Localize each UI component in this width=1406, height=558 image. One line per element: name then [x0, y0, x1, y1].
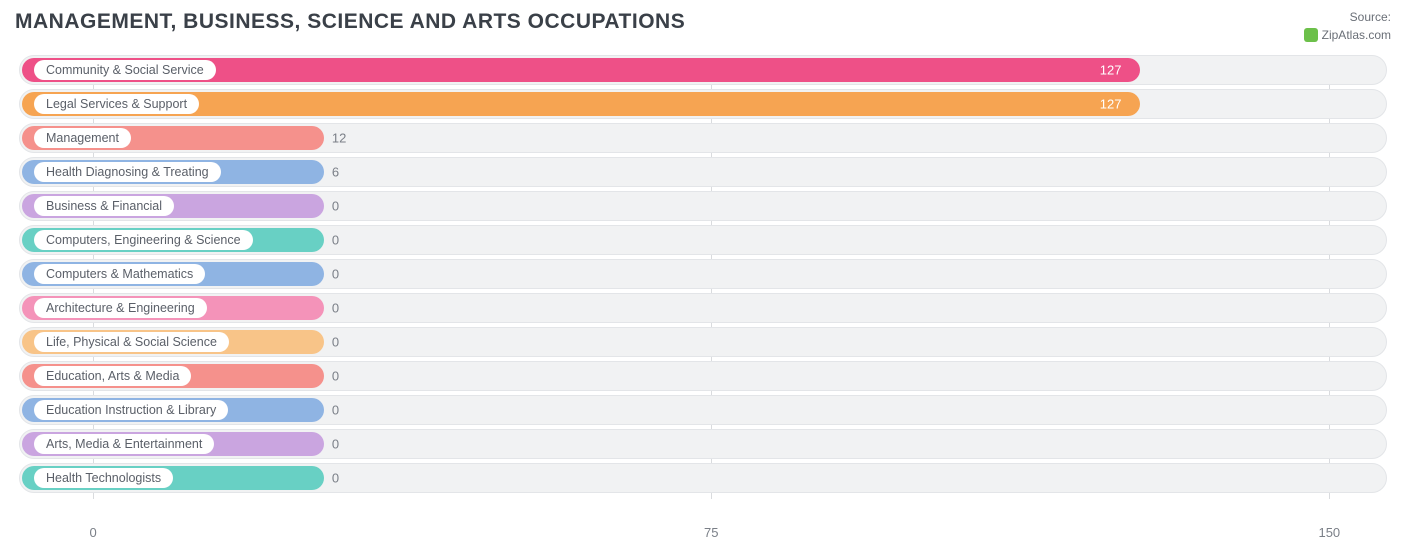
category-label: Community & Social Service	[34, 60, 216, 80]
category-label: Education, Arts & Media	[34, 366, 191, 386]
bar-row: Education, Arts & Media 0	[19, 361, 1387, 391]
bar-row: Health Diagnosing & Treating 6	[19, 157, 1387, 187]
category-label: Arts, Media & Entertainment	[34, 434, 214, 454]
category-label: Legal Services & Support	[34, 94, 199, 114]
chart-header: MANAGEMENT, BUSINESS, SCIENCE AND ARTS O…	[15, 10, 1391, 43]
x-tick-label: 0	[90, 525, 97, 540]
bar-row: Education Instruction & Library 0	[19, 395, 1387, 425]
value-label: 0	[332, 199, 339, 214]
source-name: ZipAtlas.com	[1322, 28, 1391, 44]
value-label: 0	[332, 233, 339, 248]
category-label: Business & Financial	[34, 196, 174, 216]
bar-row: Architecture & Engineering 0	[19, 293, 1387, 323]
plot-region: Community & Social Service127Legal Servi…	[19, 55, 1387, 523]
source-attribution: Source: ZipAtlas.com	[1304, 10, 1391, 43]
category-label: Life, Physical & Social Science	[34, 332, 229, 352]
x-tick-label: 150	[1318, 525, 1340, 540]
source-label: Source:	[1304, 10, 1391, 26]
value-label: 127	[1100, 63, 1122, 78]
category-label: Computers, Engineering & Science	[34, 230, 253, 250]
value-label: 0	[332, 301, 339, 316]
value-label: 0	[332, 471, 339, 486]
value-label: 6	[332, 165, 339, 180]
category-label: Health Diagnosing & Treating	[34, 162, 221, 182]
bar-row: Computers, Engineering & Science 0	[19, 225, 1387, 255]
chart-plot-area: Community & Social Service127Legal Servi…	[15, 55, 1391, 545]
bar-row: Business & Financial 0	[19, 191, 1387, 221]
value-label: 0	[332, 403, 339, 418]
bar-row: Management 12	[19, 123, 1387, 153]
bar-row: Life, Physical & Social Science 0	[19, 327, 1387, 357]
source-logo: ZipAtlas.com	[1304, 28, 1391, 44]
value-label: 127	[1100, 97, 1122, 112]
bar-row: Community & Social Service 127	[19, 55, 1387, 85]
chart-container: MANAGEMENT, BUSINESS, SCIENCE AND ARTS O…	[0, 0, 1406, 558]
value-label: 12	[332, 131, 346, 146]
zipatlas-icon	[1304, 28, 1318, 42]
bar-row: Computers & Mathematics 0	[19, 259, 1387, 289]
category-label: Education Instruction & Library	[34, 400, 228, 420]
category-label: Computers & Mathematics	[34, 264, 205, 284]
value-label: 0	[332, 335, 339, 350]
bar-row: Health Technologists 0	[19, 463, 1387, 493]
x-tick-label: 75	[704, 525, 718, 540]
value-label: 0	[332, 369, 339, 384]
chart-title: MANAGEMENT, BUSINESS, SCIENCE AND ARTS O…	[15, 10, 685, 34]
x-axis: 0 75 150	[19, 525, 1387, 545]
bar-row: Arts, Media & Entertainment 0	[19, 429, 1387, 459]
value-label: 0	[332, 267, 339, 282]
bar-row: Legal Services & Support 127	[19, 89, 1387, 119]
category-label: Architecture & Engineering	[34, 298, 207, 318]
category-label: Health Technologists	[34, 468, 173, 488]
category-label: Management	[34, 128, 131, 148]
value-label: 0	[332, 437, 339, 452]
